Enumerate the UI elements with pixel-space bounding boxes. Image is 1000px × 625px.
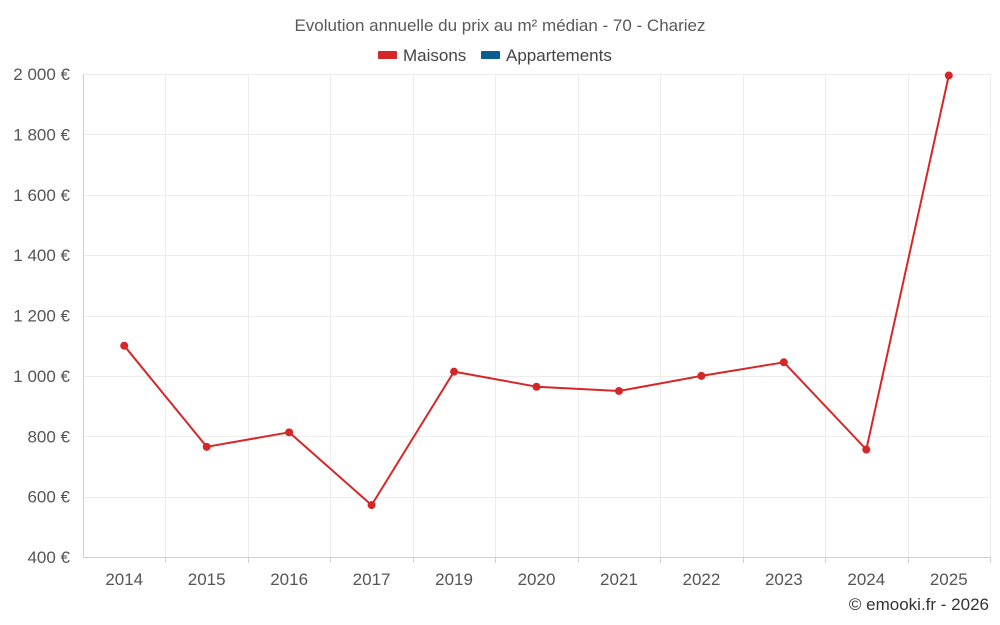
- y-tick-label: 1 000 €: [13, 367, 70, 386]
- legend-swatch-maisons: [378, 51, 397, 59]
- data-point-maisons-2016[interactable]: [285, 428, 294, 437]
- y-tick-label: 1 400 €: [13, 246, 70, 265]
- y-tick-label: 2 000 €: [13, 65, 70, 84]
- data-point-maisons-2021[interactable]: [614, 386, 623, 395]
- grid: [83, 74, 991, 557]
- x-tick-label: 2024: [847, 570, 885, 589]
- x-tick-label: 2022: [682, 570, 720, 589]
- data-point-maisons-2023[interactable]: [779, 358, 788, 367]
- x-tick-label: 2016: [270, 570, 308, 589]
- data-point-maisons-2020[interactable]: [532, 382, 541, 391]
- y-axis-ticks: 400 € 600 € 800 € 1 000 € 1 200 € 1 400 € 1 60…: [13, 65, 70, 567]
- legend-label-appartements: Appartements: [506, 46, 612, 65]
- y-tick-label: 1 800 €: [13, 125, 70, 144]
- footer-credit: © emooki.fr - 2026: [849, 595, 989, 614]
- data-point-maisons-2014[interactable]: [120, 341, 129, 350]
- data-point-maisons-2019[interactable]: [450, 367, 459, 376]
- data-point-maisons-2025[interactable]: [944, 71, 953, 80]
- x-tick-label: 2015: [188, 570, 226, 589]
- x-tick-label: 2025: [930, 570, 968, 589]
- y-tick-label: 1 200 €: [13, 307, 70, 326]
- y-tick-label: 600 €: [27, 488, 70, 507]
- x-tick-label: 2019: [435, 570, 473, 589]
- legend-item-appartements[interactable]: Appartements: [481, 46, 612, 65]
- chart-title: Evolution annuelle du prix au m² médian …: [294, 16, 705, 35]
- x-tick-label: 2014: [105, 570, 143, 589]
- x-tick-label: 2017: [353, 570, 391, 589]
- x-axis-ticks: 2014 2015 2016 2017 2019 2020 2021 2022 2023 2024…: [105, 570, 967, 589]
- legend: Maisons Appartements: [378, 46, 612, 65]
- legend-swatch-appartements: [481, 51, 500, 59]
- legend-label-maisons: Maisons: [403, 46, 466, 65]
- data-point-maisons-2024[interactable]: [862, 445, 871, 454]
- data-point-maisons-2022[interactable]: [697, 371, 706, 380]
- y-tick-label: 800 €: [27, 427, 70, 446]
- y-tick-label: 1 600 €: [13, 186, 70, 205]
- series: [120, 71, 953, 510]
- x-tick-label: 2020: [518, 570, 556, 589]
- x-tick-label: 2023: [765, 570, 803, 589]
- axes: [83, 74, 991, 563]
- data-point-maisons-2017[interactable]: [367, 501, 376, 510]
- data-point-maisons-2015[interactable]: [202, 442, 211, 451]
- legend-item-maisons[interactable]: Maisons: [378, 46, 466, 65]
- x-tick-label: 2021: [600, 570, 638, 589]
- y-tick-label: 400 €: [27, 548, 70, 567]
